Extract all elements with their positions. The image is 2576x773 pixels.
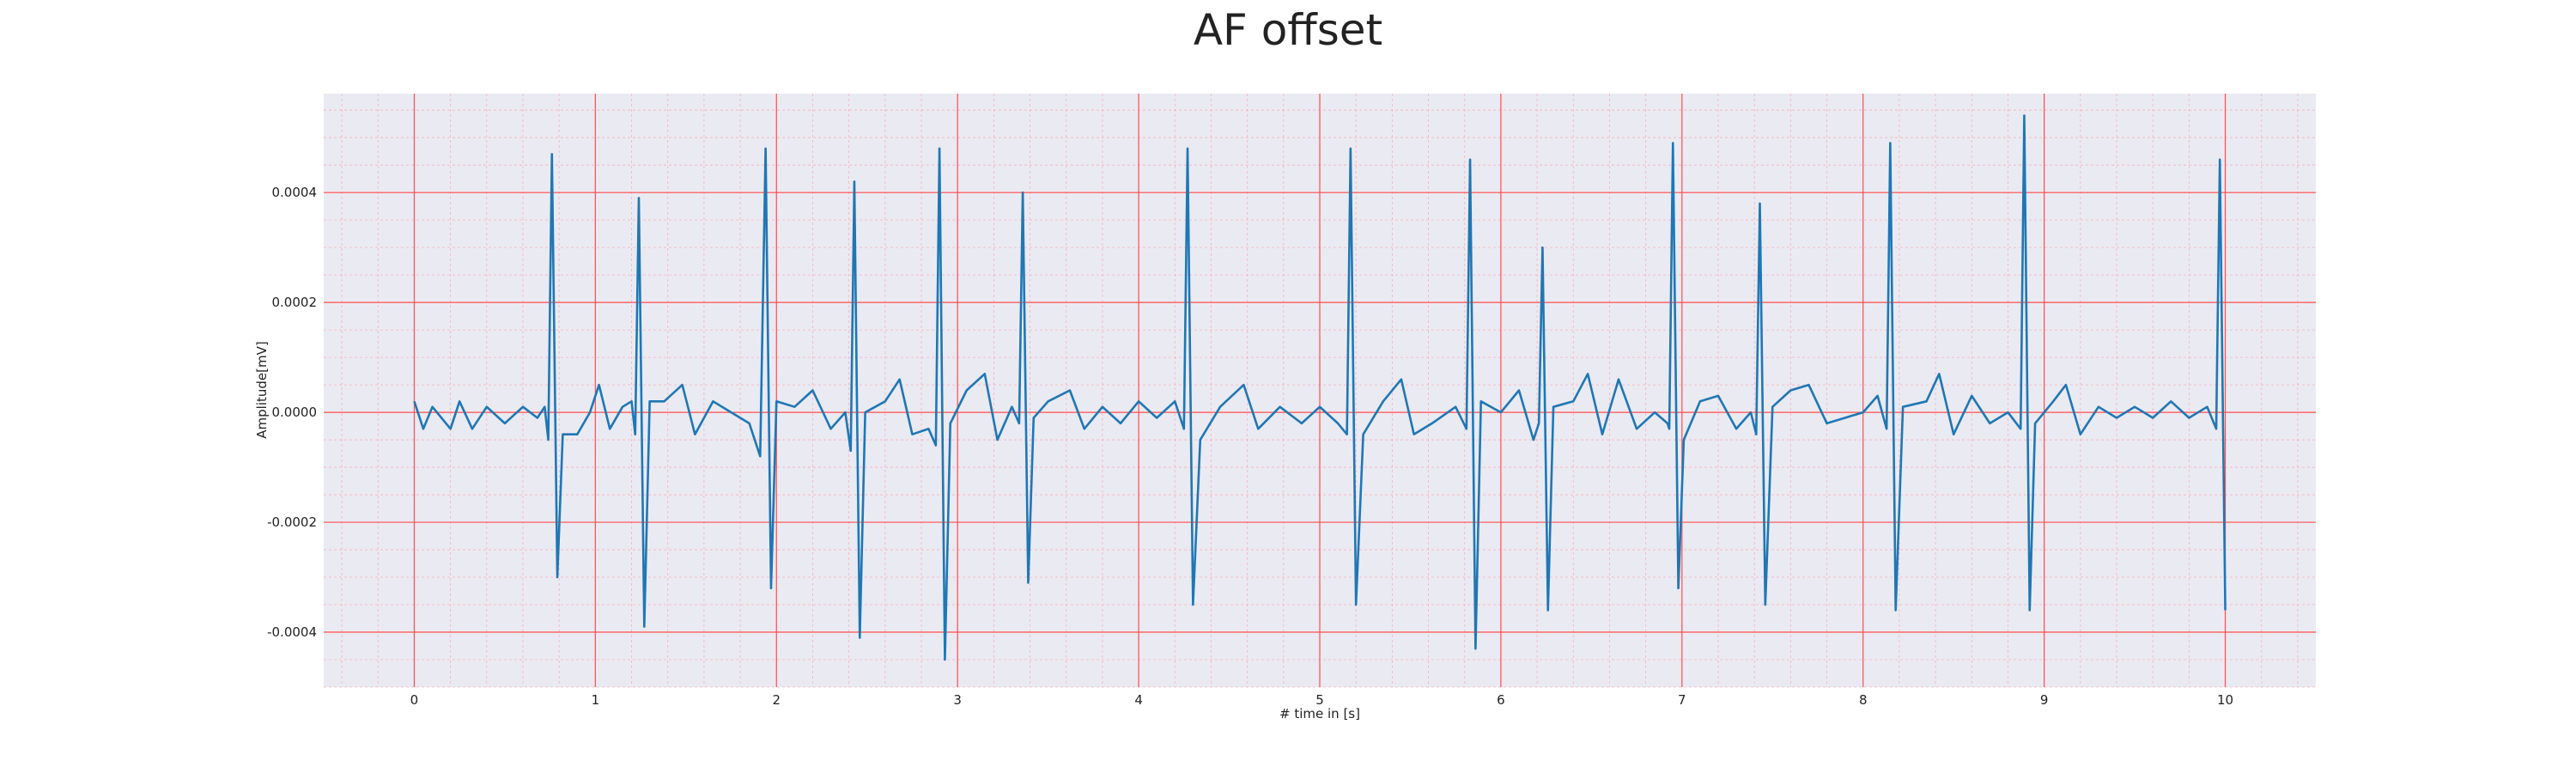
signal-line [413,114,2227,661]
x-tick-label: 8 [1859,692,1868,708]
x-tick-label: 3 [953,692,962,708]
chart-title: AF offset [1194,5,1382,55]
y-tick-label: 0.0002 [272,295,318,310]
x-tick-label: 2 [772,692,781,708]
y-tick-label: -0.0002 [267,514,317,530]
x-tick-label: 7 [1678,692,1686,708]
x-tick-label: 0 [410,692,419,708]
x-tick-label: 10 [2217,692,2233,708]
x-tick-label: 6 [1497,692,1505,708]
y-axis-label: Amplitude[mV] [254,341,270,438]
y-tick-label: 0.0004 [272,185,318,200]
x-axis-label: # time in [s] [1279,706,1360,721]
x-tick-label: 4 [1134,692,1143,708]
x-tick-label: 5 [1315,692,1324,708]
y-tick-label: -0.0004 [267,624,317,640]
x-tick-label: 1 [592,692,600,708]
y-tick-label: 0.0000 [272,405,318,420]
x-tick-label: 9 [2040,692,2049,708]
